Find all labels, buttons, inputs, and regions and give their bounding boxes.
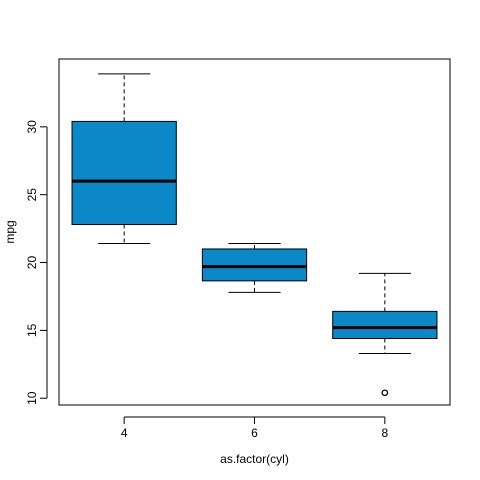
x-axis-title: as.factor(cyl) xyxy=(220,452,289,466)
y-axis: 10 15 20 25 30 xyxy=(25,120,48,405)
outlier-8-0 xyxy=(381,389,389,397)
box-4 xyxy=(71,120,177,226)
x-tick-label-4: 4 xyxy=(121,426,128,440)
plot-frame xyxy=(58,58,451,406)
y-tick-label-30: 30 xyxy=(25,120,39,134)
y-tick-label-15: 15 xyxy=(25,323,39,337)
x-tick-label-8: 8 xyxy=(381,426,388,440)
box-6 xyxy=(201,248,308,282)
x-axis: 4 6 8 xyxy=(121,416,388,440)
box-group-4 xyxy=(71,73,177,245)
box-group-6 xyxy=(201,243,308,293)
x-tick-label-6: 6 xyxy=(251,426,258,440)
y-tick-label-10: 10 xyxy=(25,391,39,405)
boxes-layer xyxy=(71,73,438,397)
y-tick-label-25: 25 xyxy=(25,188,39,202)
box-group-8 xyxy=(332,272,438,397)
y-axis-title: mpg xyxy=(3,220,17,243)
y-tick-label-20: 20 xyxy=(25,256,39,270)
box-8 xyxy=(332,310,438,340)
